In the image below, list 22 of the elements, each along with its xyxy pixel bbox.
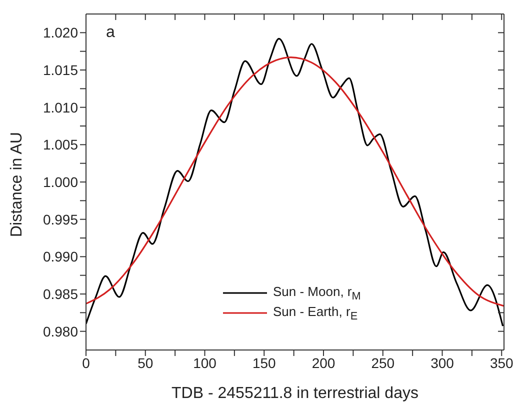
legend-label: Sun - Moon, r$_{M}$	[273, 284, 361, 302]
legend-label: Sun - Earth, r$_{E}$	[273, 304, 358, 322]
y-axis-title: Distance in AU	[8, 132, 26, 237]
y-tick-label: 1.020	[42, 24, 78, 41]
y-tick-label: 0.995	[42, 211, 78, 228]
y-tick-label: 1.010	[42, 99, 78, 116]
y-tick-label: 1.005	[42, 136, 78, 153]
x-tick-label: 350	[490, 354, 514, 371]
x-tick-label: 300	[430, 354, 454, 371]
x-tick-label: 250	[371, 354, 395, 371]
x-tick-label: 100	[193, 354, 217, 371]
x-tick-label: 50	[138, 354, 154, 371]
annotation: a	[106, 24, 115, 42]
x-tick-label: 0	[82, 354, 90, 371]
x-axis-title: TDB - 2455211.8 in terrestrial days	[172, 385, 418, 402]
x-tick-label: 200	[312, 354, 336, 371]
y-tick-label: 1.000	[42, 174, 78, 190]
y-tick-label: 0.985	[42, 286, 78, 302]
x-tick-label: 150	[252, 354, 276, 371]
y-tick-label: 1.015	[42, 62, 78, 78]
y-tick-label: 0.990	[42, 248, 78, 265]
y-tick-label: 0.980	[42, 323, 78, 340]
